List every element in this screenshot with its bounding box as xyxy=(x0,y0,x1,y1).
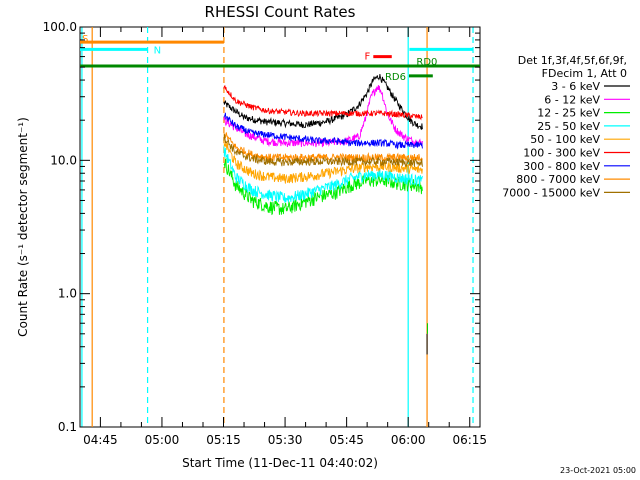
legend-entry-label: 3 - 6 keV xyxy=(551,80,600,93)
x-tick-label: 06:15 xyxy=(452,433,487,447)
y-tick-label: 1.0 xyxy=(58,287,77,301)
legend-entry-label: 300 - 800 keV xyxy=(523,160,600,173)
y-tick-label: 0.1 xyxy=(58,420,77,434)
annotation-label: F xyxy=(365,52,371,63)
x-tick-label: 05:00 xyxy=(145,433,180,447)
y-axis-ticks: 0.1 1.0 10.0 100.0 xyxy=(43,20,480,434)
vertical-markers xyxy=(81,27,474,427)
series-line xyxy=(223,74,423,131)
series-line xyxy=(223,85,423,121)
x-tick-label: 05:45 xyxy=(329,433,364,447)
plot-border xyxy=(79,26,481,428)
legend-header-1: Det 1f,3f,4f,5f,6f,9f, xyxy=(518,54,627,67)
series-line xyxy=(223,112,423,150)
series-line xyxy=(223,134,423,167)
x-tick-label: 05:15 xyxy=(206,433,241,447)
annotation-label: RD0 xyxy=(416,57,437,68)
legend-entry-label: 50 - 100 keV xyxy=(530,133,600,146)
legend-entry-label: 800 - 7000 keV xyxy=(516,173,600,186)
x-tick-label: 04:45 xyxy=(83,433,118,447)
series-layer xyxy=(223,74,428,355)
legend-entry-label: 7000 - 15000 keV xyxy=(502,186,600,199)
x-axis-ticks: 04:45 05:00 05:15 05:30 05:45 06:00 06:15 xyxy=(83,27,487,447)
y-axis-label: Count Rate (s⁻¹ detector segment⁻¹) xyxy=(16,117,30,337)
series-line xyxy=(223,145,423,203)
annotation-label: RD6 xyxy=(385,72,406,83)
legend-entry-label: 12 - 25 keV xyxy=(537,107,600,120)
plot-frame xyxy=(79,26,481,428)
annotation-label: S xyxy=(82,34,88,45)
x-tick-label: 06:00 xyxy=(391,433,426,447)
series-line xyxy=(223,139,423,184)
x-axis-label: Start Time (11-Dec-11 04:40:02) xyxy=(182,456,378,470)
chart-title: RHESSI Count Rates xyxy=(205,3,356,21)
legend-entry-label: 25 - 50 keV xyxy=(537,120,600,133)
legend: Det 1f,3f,4f,5f,6f,9f, FDecim 1, Att 0 3… xyxy=(502,54,630,199)
footer-timestamp: 23-Oct-2021 05:00 xyxy=(560,466,636,475)
y-tick-label: 10.0 xyxy=(50,153,77,167)
annotation-label: N xyxy=(154,45,161,56)
y-tick-label: 100.0 xyxy=(43,20,77,34)
legend-entry-label: 6 - 12 keV xyxy=(544,93,600,106)
series-line xyxy=(223,84,423,148)
legend-header-2: FDecim 1, Att 0 xyxy=(542,67,627,80)
annotation-bars: S N RD0 F RD6 xyxy=(80,34,480,83)
series-line xyxy=(223,130,423,164)
x-tick-label: 05:30 xyxy=(268,433,303,447)
legend-entry-label: 100 - 300 keV xyxy=(523,147,600,160)
